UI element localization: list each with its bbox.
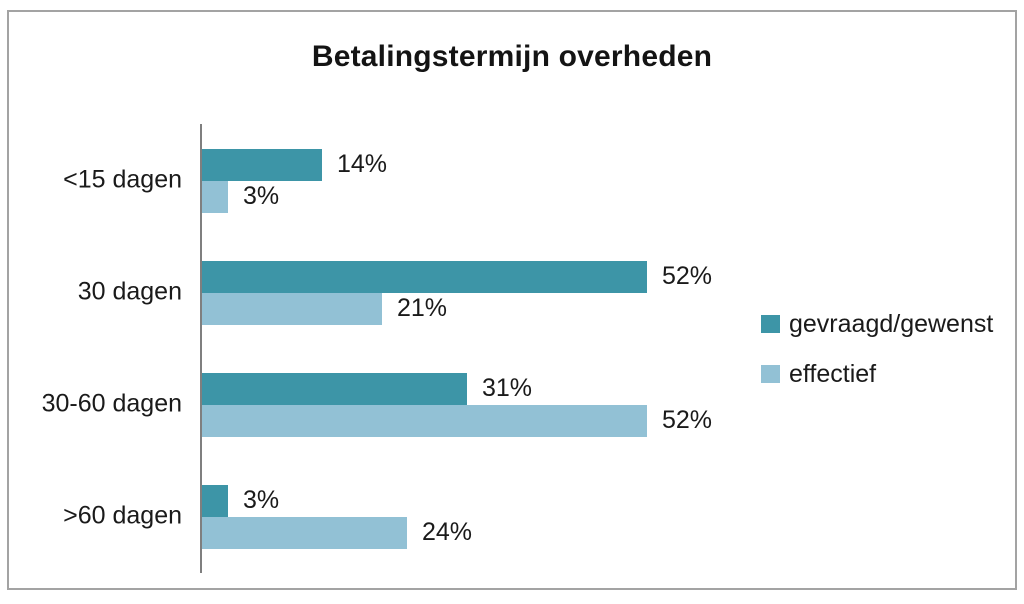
- chart-frame: Betalingstermijn overheden <15 dagen 14% 3…: [7, 10, 1017, 590]
- bar-series1-cat0: [202, 181, 228, 213]
- bar-series0-cat1: [202, 261, 647, 293]
- legend: gevraagd/gewenst effectief: [761, 307, 993, 407]
- bar-series1-cat2: [202, 405, 647, 437]
- category-label-1: 30 dagen: [77, 277, 182, 306]
- y-axis-line: [200, 124, 202, 573]
- bar-series1-cat3: [202, 517, 407, 549]
- category-label-3: >60 dagen: [63, 501, 182, 530]
- legend-label-effectief: effectief: [789, 359, 877, 388]
- legend-item-gevraagd-gewenst: gevraagd/gewenst: [761, 307, 993, 341]
- value-label-series0-cat0: 14%: [337, 149, 388, 178]
- legend-label-gevraagd-gewenst: gevraagd/gewenst: [789, 309, 994, 338]
- bar-series0-cat0: [202, 149, 322, 181]
- value-label-series1-cat1: 21%: [397, 293, 448, 322]
- value-label-series0-cat3: 3%: [243, 485, 280, 514]
- chart-title: Betalingstermijn overheden: [311, 40, 713, 73]
- bar-series0-cat3: [202, 485, 228, 517]
- value-label-series0-cat1: 52%: [662, 261, 713, 290]
- category-label-0: <15 dagen: [63, 165, 182, 194]
- value-label-series1-cat2: 52%: [662, 405, 713, 434]
- legend-swatch-gevraagd-gewenst: [761, 315, 780, 333]
- bar-series0-cat2: [202, 373, 467, 405]
- legend-swatch-effectief: [761, 365, 780, 383]
- bar-series1-cat1: [202, 293, 382, 325]
- value-label-series1-cat0: 3%: [243, 181, 280, 210]
- category-label-2: 30-60 dagen: [41, 389, 182, 418]
- plot-area: <15 dagen 14% 3% 30 dagen 52% 21% 30-60 dagen 3…: [9, 12, 1015, 588]
- value-label-series1-cat3: 24%: [422, 517, 473, 546]
- legend-item-effectief: effectief: [761, 357, 993, 391]
- value-label-series0-cat2: 31%: [482, 373, 533, 402]
